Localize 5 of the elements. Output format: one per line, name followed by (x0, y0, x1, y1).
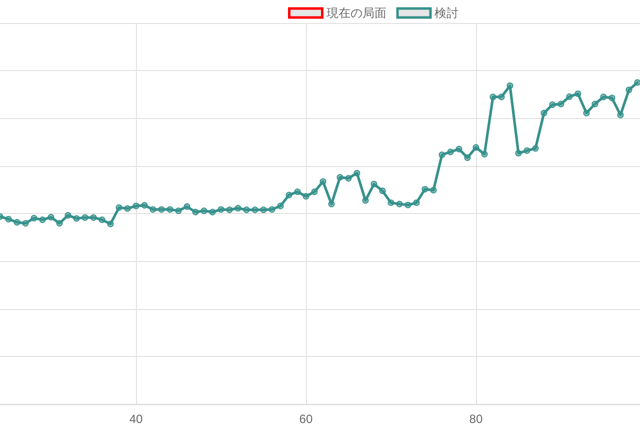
x-tick-label: 80 (469, 412, 483, 426)
x-tick-label: 40 (129, 412, 143, 426)
legend-label: 現在の局面 (326, 6, 386, 20)
legend-label: 検討 (434, 6, 458, 20)
x-tick-label: 60 (299, 412, 313, 426)
